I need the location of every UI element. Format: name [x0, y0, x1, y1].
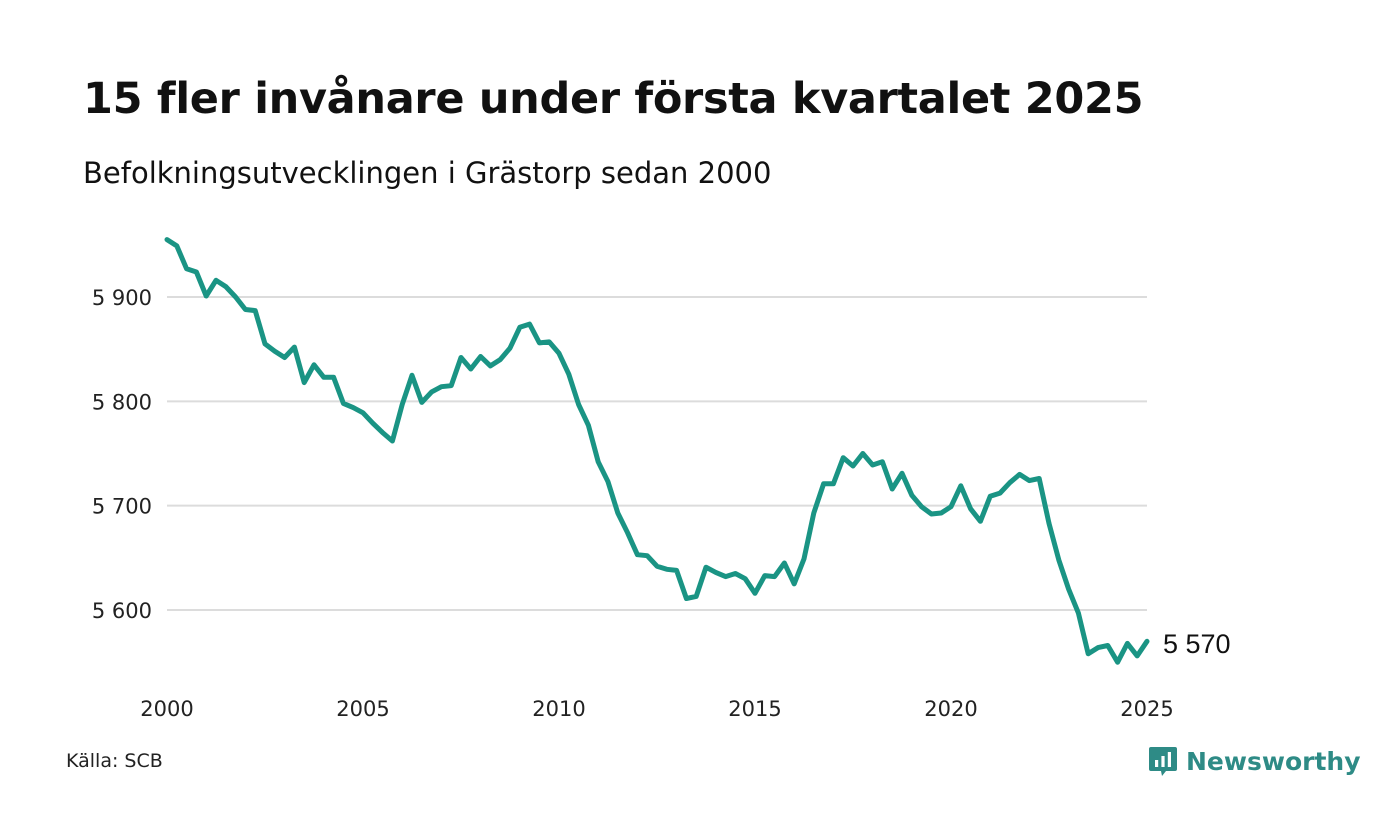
- brand-logo[interactable]: Newsworthy: [1148, 744, 1361, 778]
- y-tick-label: 5 900: [92, 286, 152, 310]
- y-tick-label: 5 700: [92, 495, 152, 519]
- line-chart: 5 600 5 700 5 800 5 900 2000 2005 2010 2015 202…: [92, 237, 1231, 721]
- y-tick-label: 5 800: [92, 390, 152, 414]
- source-note: Källa: SCB: [66, 750, 163, 772]
- y-tick-label: 5 600: [92, 599, 152, 623]
- newsworthy-logo-icon: [1149, 747, 1177, 776]
- x-tick-label: 2025: [1120, 697, 1173, 721]
- series-line-population: [164, 237, 1150, 665]
- x-axis: 2000 2005 2010 2015 2020 2025: [140, 697, 1173, 721]
- gridlines: [167, 296, 1147, 611]
- y-axis: 5 600 5 700 5 800 5 900: [92, 286, 152, 623]
- x-tick-label: 2020: [924, 697, 977, 721]
- x-tick-label: 2010: [532, 697, 585, 721]
- x-tick-label: 2005: [336, 697, 389, 721]
- brand-name: Newsworthy: [1186, 746, 1361, 776]
- chart-title: 15 fler invånare under första kvartalet …: [83, 74, 1144, 124]
- end-value-label: 5 570: [1163, 629, 1231, 659]
- chart-subtitle: Befolkningsutvecklingen i Grästorp sedan…: [83, 156, 772, 190]
- x-tick-label: 2015: [728, 697, 781, 721]
- x-tick-label: 2000: [140, 697, 193, 721]
